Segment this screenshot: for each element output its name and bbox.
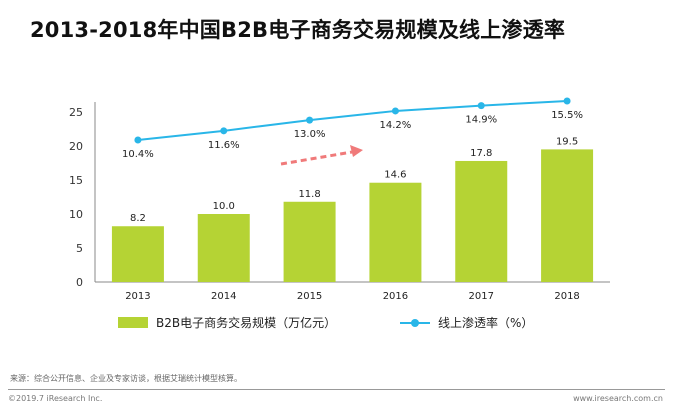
line-value-label: 11.6% (208, 140, 240, 151)
y-tick-label: 0 (76, 276, 83, 289)
bar-value-label: 19.5 (556, 136, 578, 147)
x-tick-label: 2013 (125, 291, 150, 302)
y-tick-label: 5 (76, 242, 83, 255)
line-value-label: 14.9% (465, 115, 497, 126)
line-series (137, 100, 568, 141)
legend-label-line: 线上渗透率（%） (438, 316, 534, 330)
bar (283, 201, 336, 282)
bar-value-label: 17.8 (470, 148, 492, 159)
line-point (134, 136, 142, 144)
bar-value-label: 14.6 (384, 170, 406, 181)
y-tick-label: 15 (69, 174, 83, 187)
source-note: 来源：综合公开信息、企业及专家访谈，根据艾瑞统计模型核算。 (10, 374, 242, 383)
legend-swatch-line (400, 317, 430, 328)
line-point (563, 97, 571, 105)
trend-arrow-head (350, 145, 363, 157)
line-point (306, 116, 314, 124)
bar (455, 160, 508, 282)
copyright: ©2019.7 iResearch Inc. (8, 394, 103, 403)
legend-item-bar: B2B电子商务交易规模（万亿元） (118, 314, 336, 331)
line-value-label: 15.5% (551, 110, 583, 121)
line-value-label: 14.2% (380, 120, 412, 131)
bar (111, 226, 164, 282)
y-tick-label: 10 (69, 208, 83, 221)
y-tick-label: 20 (69, 140, 83, 153)
x-tick-label: 2015 (297, 291, 322, 302)
trend-arrow-shaft (280, 150, 353, 166)
legend-swatch-bar (118, 317, 148, 328)
bar-value-label: 8.2 (130, 213, 146, 224)
x-tick-label: 2017 (469, 291, 494, 302)
bar (369, 182, 422, 282)
legend-item-line: 线上渗透率（%） (400, 314, 533, 331)
footer-divider (8, 389, 665, 390)
line-value-label: 10.4% (122, 149, 154, 160)
line-value-label: 13.0% (294, 129, 326, 140)
x-tick-label: 2014 (211, 291, 236, 302)
line-point (477, 102, 485, 110)
line-point (220, 127, 228, 135)
x-tick-label: 2018 (554, 291, 579, 302)
bar-value-label: 11.8 (298, 189, 320, 200)
bar (197, 214, 250, 282)
chart-title: 2013-2018年中国B2B电子商务交易规模及线上渗透率 (30, 18, 566, 42)
bar-value-label: 10.0 (213, 201, 235, 212)
legend-label-bar: B2B电子商务交易规模（万亿元） (156, 316, 337, 330)
line-point (391, 107, 399, 115)
x-tick-label: 2016 (383, 291, 408, 302)
bar (541, 149, 594, 282)
y-tick-label: 25 (69, 106, 83, 119)
website-url: www.iresearch.com.cn (573, 394, 663, 403)
